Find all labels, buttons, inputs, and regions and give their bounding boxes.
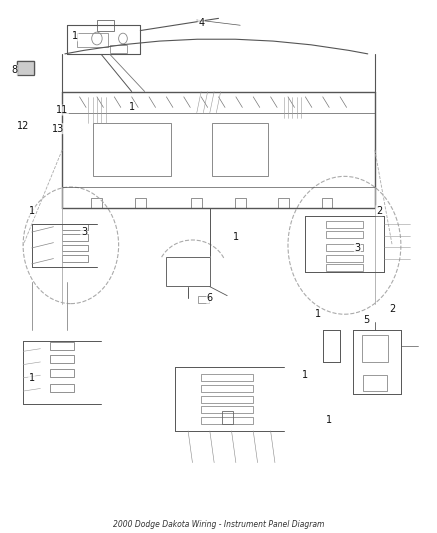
Bar [235,198,246,208]
Bar [50,356,74,364]
Bar [326,264,363,271]
Bar [322,198,333,208]
Text: 3: 3 [81,227,87,237]
Text: 1: 1 [316,309,322,319]
Bar [135,198,146,208]
Text: 5: 5 [363,314,369,325]
Bar [326,231,363,238]
Text: 13: 13 [52,124,64,134]
Text: 2: 2 [389,304,395,314]
Bar [201,395,253,402]
Bar [201,406,253,413]
Bar [77,34,108,47]
Bar [50,368,74,376]
Text: 11: 11 [56,105,68,115]
Text: 8: 8 [11,66,17,75]
Bar [166,257,210,286]
Bar [110,45,127,53]
Bar [362,335,388,362]
Bar [17,61,34,74]
Bar [198,296,209,303]
Bar [363,375,387,391]
Text: 4: 4 [198,18,204,28]
Text: 1: 1 [128,102,135,112]
Bar [62,234,88,240]
Text: 1: 1 [326,415,332,425]
Bar [212,123,268,176]
Bar [93,123,171,176]
Bar [62,245,88,251]
Bar [201,385,253,392]
Bar [326,255,363,262]
Text: 1: 1 [233,232,239,243]
Text: 3: 3 [354,243,361,253]
Text: 1: 1 [29,206,35,216]
Bar [326,221,363,228]
Bar [50,384,74,392]
Text: 12: 12 [17,121,29,131]
Bar [278,198,289,208]
Bar [201,417,253,424]
Bar [62,255,88,262]
Bar [326,245,363,252]
Bar [201,374,253,381]
Bar [62,223,88,230]
Bar [17,61,34,75]
Text: 2: 2 [376,206,382,216]
Bar [97,20,114,30]
Text: 6: 6 [207,293,213,303]
Bar [50,342,74,350]
Text: 1: 1 [29,373,35,383]
Bar [222,411,232,424]
Bar [191,198,202,208]
Text: 2000 Dodge Dakota Wiring - Instrument Panel Diagram: 2000 Dodge Dakota Wiring - Instrument Pa… [113,520,324,529]
Text: 1: 1 [302,370,309,380]
Bar [91,198,102,208]
Text: 1: 1 [72,31,78,41]
